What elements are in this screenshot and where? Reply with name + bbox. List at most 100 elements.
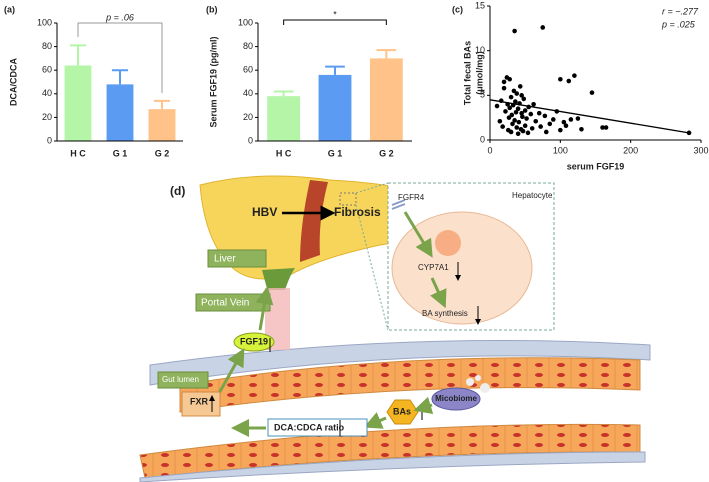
point [536, 110, 542, 116]
y-tick-label: 0 [47, 135, 52, 145]
point [572, 73, 577, 78]
x-tick-label: H C [276, 148, 292, 158]
point [540, 25, 546, 30]
bas-node [386, 399, 419, 425]
bar [64, 65, 92, 141]
point [558, 76, 563, 82]
panel-label: (d) [170, 184, 185, 198]
label: Gut lumen [162, 375, 199, 384]
gut-wall-lower [139, 423, 641, 479]
y-tick-label: 5 [480, 90, 485, 100]
arrow [403, 211, 433, 258]
bracket [283, 19, 387, 25]
y-tick-label: 15 [475, 0, 485, 10]
y-tick-label: 60 [42, 65, 52, 75]
arrow [255, 286, 274, 331]
point [589, 90, 595, 95]
fgf19-node [233, 332, 275, 352]
point [516, 119, 522, 125]
y-tick-label: 0 [248, 135, 253, 145]
arrow [363, 412, 387, 429]
nucleus [435, 230, 461, 256]
bubble [466, 378, 474, 386]
point [538, 124, 543, 129]
point [547, 121, 553, 127]
x-axis-label: serum FGF19 [567, 161, 625, 171]
point [515, 106, 521, 112]
point [521, 96, 527, 102]
label: DCA:CDCA ratio [274, 422, 345, 432]
y-axis-label: DCA/CDCA [8, 58, 18, 106]
point [517, 84, 523, 89]
point [533, 118, 539, 124]
bar [369, 58, 403, 141]
point [529, 126, 535, 131]
x-tick-label: H C [70, 148, 86, 158]
point [512, 118, 517, 123]
receptor [391, 199, 406, 210]
point [507, 76, 512, 82]
y-tick-label: 100 [238, 17, 253, 27]
x-tick-label: 300 [693, 145, 708, 155]
label: FGF19 [240, 336, 268, 346]
label: CYP7A1 [418, 263, 449, 272]
bar [318, 74, 352, 141]
label: BAs [393, 406, 411, 416]
y-tick-label: 60 [243, 65, 253, 75]
label-box [157, 371, 209, 389]
point [558, 127, 563, 133]
annotation: p = .06 [105, 12, 134, 22]
cell [391, 211, 533, 325]
point [514, 91, 520, 96]
label: BA synthesis [422, 309, 468, 318]
point [497, 118, 503, 124]
y-axis-label: (μmol/mg) [474, 51, 484, 95]
label: FXR [190, 396, 209, 406]
point [514, 125, 520, 130]
point [568, 117, 574, 122]
y-tick-label: 40 [42, 88, 52, 98]
point [510, 121, 515, 127]
panel-label: (a) [4, 4, 15, 14]
fit-line [489, 99, 690, 134]
panel-label: (c) [452, 4, 463, 14]
point [507, 105, 512, 111]
point [519, 110, 524, 116]
point [522, 123, 528, 129]
x-tick-label: 0 [487, 145, 492, 155]
point [543, 129, 549, 135]
y-tick-label: 80 [42, 41, 52, 51]
label: Hepatocyte [512, 191, 553, 200]
label: HBV [252, 205, 277, 219]
point [520, 114, 525, 120]
x-tick-label: 200 [623, 145, 638, 155]
label: Liver [214, 254, 236, 265]
zoom-line [355, 204, 389, 331]
x-tick-label: G 1 [113, 148, 128, 158]
y-tick-label: 20 [42, 112, 52, 122]
panel-label: (b) [206, 4, 218, 14]
point [513, 110, 519, 115]
annotation: p = .025 [661, 19, 696, 29]
point [500, 124, 505, 129]
x-tick-label: G 1 [328, 148, 343, 158]
point [542, 113, 548, 119]
point [501, 85, 507, 91]
point [561, 119, 567, 125]
diagram: (d) HBV Fibrosis Liver Portal Vein FGF19… [139, 175, 651, 482]
bar [106, 84, 134, 141]
point [512, 28, 517, 34]
bracket [77, 22, 163, 93]
bar [148, 109, 176, 141]
point [579, 126, 584, 132]
point [503, 109, 508, 114]
y-axis-label: Serum FGF19 (pg/ml) [208, 36, 218, 127]
point [494, 103, 500, 109]
point [531, 101, 536, 107]
point [563, 123, 569, 129]
zoom-box [339, 192, 357, 206]
y-tick-label: 80 [243, 41, 253, 51]
label: Fibrosis [334, 205, 381, 219]
point [566, 78, 572, 84]
point [501, 79, 507, 85]
